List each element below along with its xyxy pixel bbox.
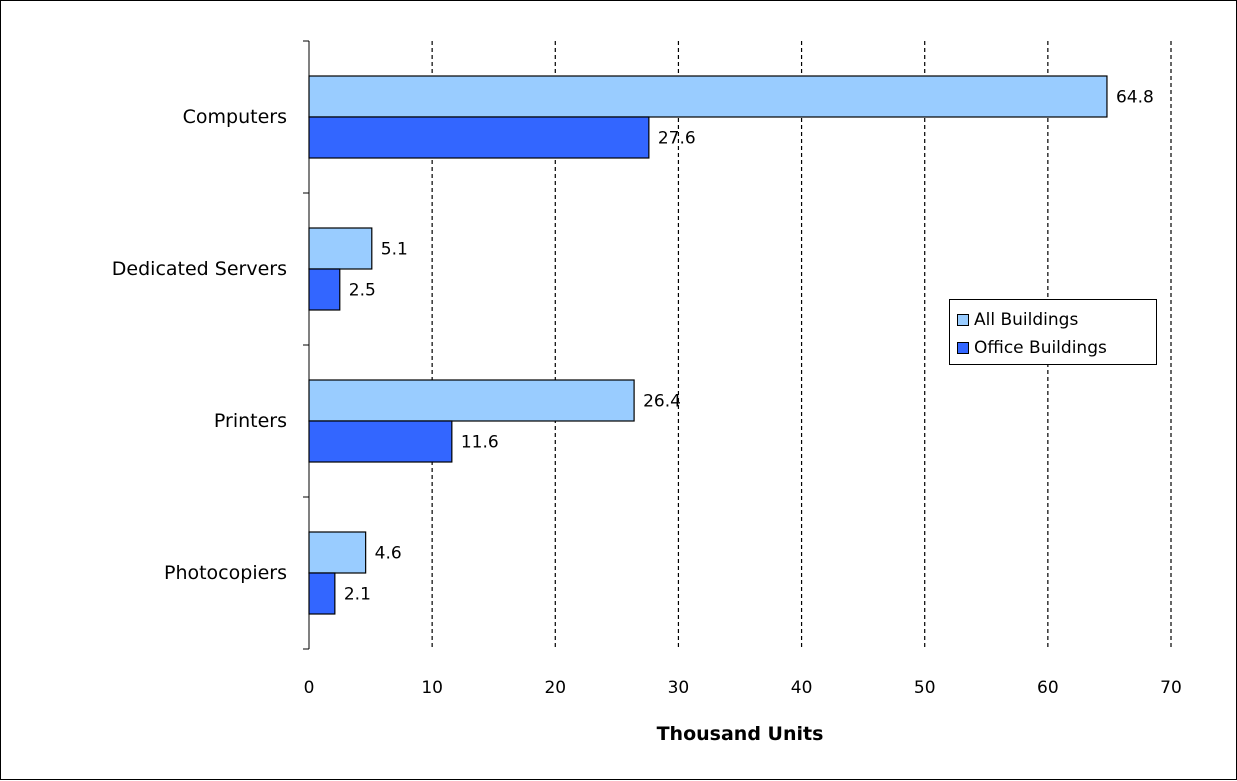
data-label-all-buildings-photocopiers: 4.6 [375,544,402,564]
bar-office-buildings-photocopiers [308,572,336,615]
x-tick-label-10: 10 [421,678,443,698]
category-label-dedicated-servers: Dedicated Servers [112,258,287,280]
data-label-office-buildings-printers: 11.6 [461,433,499,453]
data-label-all-buildings-computers: 64.8 [1116,88,1154,108]
x-tick-label-70: 70 [1160,678,1182,698]
bar-office-buildings-dedicated-servers [308,268,341,311]
legend-item-office-buildings: Office Buildings [957,334,1156,362]
x-tick-label-60: 60 [1037,678,1059,698]
bar-office-buildings-computers [308,116,650,159]
category-label-photocopiers: Photocopiers [164,562,287,584]
legend-swatch-all-buildings [957,314,969,326]
x-tick-label-0: 0 [304,678,315,698]
legend-item-all-buildings: All Buildings [957,306,1156,334]
x-axis-title: Thousand Units [657,723,824,745]
category-label-printers: Printers [214,410,287,432]
bar-all-buildings-printers [308,379,635,422]
legend: All Buildings Office Buildings [949,299,1157,365]
x-tick-label-50: 50 [914,678,936,698]
data-label-all-buildings-printers: 26.4 [643,392,681,412]
bar-office-buildings-printers [308,420,453,463]
legend-label-all-buildings: All Buildings [974,310,1079,330]
x-tick-label-20: 20 [544,678,566,698]
bar-all-buildings-computers [308,75,1108,118]
data-label-office-buildings-photocopiers: 2.1 [344,585,371,605]
legend-label-office-buildings: Office Buildings [974,338,1107,358]
data-label-office-buildings-computers: 27.6 [658,129,696,149]
category-label-computers: Computers [183,106,287,128]
x-tick-label-40: 40 [791,678,813,698]
data-label-office-buildings-dedicated-servers: 2.5 [349,281,376,301]
bar-all-buildings-dedicated-servers [308,227,373,270]
bar-all-buildings-photocopiers [308,531,367,574]
data-label-all-buildings-dedicated-servers: 5.1 [381,240,408,260]
legend-swatch-office-buildings [957,342,969,354]
x-tick-label-30: 30 [668,678,690,698]
